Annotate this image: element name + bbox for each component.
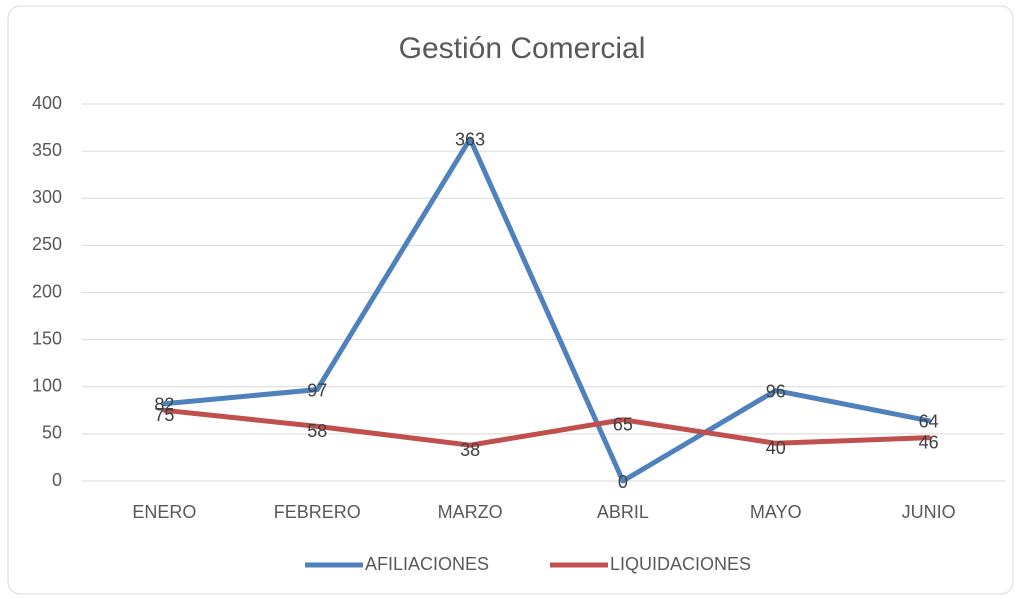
x-tick-label: ABRIL [597, 502, 649, 522]
data-label: 82 [154, 394, 174, 414]
y-tick-label: 100 [32, 376, 62, 396]
y-tick-label: 300 [32, 187, 62, 207]
x-tick-label: FEBRERO [274, 502, 361, 522]
series-line [161, 407, 932, 448]
y-tick-label: 200 [32, 281, 62, 301]
data-label: 0 [618, 472, 628, 492]
x-tick-label: JUNIO [902, 502, 956, 522]
data-label: 75 [154, 405, 174, 425]
y-tick-label: 50 [42, 423, 62, 443]
x-tick-label: MAYO [750, 502, 802, 522]
y-tick-label: 0 [52, 470, 62, 490]
y-tick-label: 250 [32, 234, 62, 254]
y-tick-label: 350 [32, 140, 62, 160]
series-line [161, 136, 932, 484]
x-tick-label: MARZO [438, 502, 503, 522]
y-tick-label: 150 [32, 328, 62, 348]
legend-label: LIQUIDACIONES [610, 554, 751, 574]
chart-title: Gestión Comercial [399, 32, 646, 65]
legend-label: AFILIACIONES [365, 554, 489, 574]
data-label: 363 [455, 130, 485, 150]
data-label: 38 [460, 440, 480, 460]
data-label: 40 [766, 438, 786, 458]
data-label: 46 [919, 432, 939, 452]
data-label: 65 [613, 414, 633, 434]
y-tick-label: 400 [32, 93, 62, 113]
x-tick-label: ENERO [132, 502, 196, 522]
data-label: 58 [307, 421, 327, 441]
data-label: 64 [919, 411, 939, 431]
data-label: 97 [307, 380, 327, 400]
chart-border [7, 5, 1014, 595]
data-label: 96 [766, 381, 786, 401]
